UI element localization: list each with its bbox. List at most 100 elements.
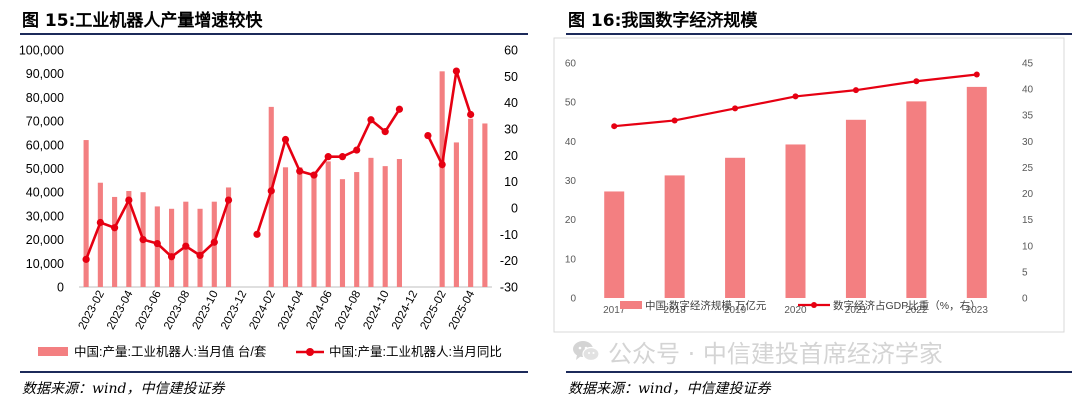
bar-production xyxy=(225,187,232,287)
point-yoy-growth xyxy=(167,253,176,261)
y-right-tick-label: 35 xyxy=(1022,111,1034,122)
y-right-tick-label: 25 xyxy=(1022,163,1034,174)
bar-production xyxy=(439,71,445,287)
y-left-tick-label: 60 xyxy=(565,59,577,70)
robot-production-chart: 0 10,000 20,000 30,000 40,000 50,000 60,000 70,… xyxy=(19,44,518,360)
point-yoy-growth xyxy=(281,135,290,144)
point-yoy-growth xyxy=(438,160,446,169)
x-tick-label: 2024-08 xyxy=(333,289,363,332)
x-tick-label: 2023-04 xyxy=(105,288,136,331)
point-yoy-growth xyxy=(381,128,389,136)
point-yoy-growth xyxy=(253,230,261,238)
y-right-tick-label: 40 xyxy=(504,96,518,110)
y-left-tick-label: 60,000 xyxy=(26,138,64,152)
x-tick-label: 2024-10 xyxy=(361,289,391,332)
bar-production xyxy=(382,166,388,287)
right-source-note: 数据来源：wind，中信建投证券 xyxy=(568,381,771,397)
bar-production xyxy=(325,161,331,287)
point-yoy-growth xyxy=(296,167,304,175)
point-yoy-growth xyxy=(125,196,133,204)
y-left-tick-label: 50 xyxy=(565,98,577,109)
y-left-tick-label: 90,000 xyxy=(26,67,64,81)
y-right-tick-label: 20 xyxy=(504,149,518,163)
point-yoy-growth xyxy=(224,196,233,204)
point-yoy-growth xyxy=(338,153,347,161)
right-title-rule xyxy=(566,33,1072,35)
y-right-tick-label: 10 xyxy=(504,175,518,189)
bar-digital-economy-scale xyxy=(604,191,625,298)
point-gdp-share xyxy=(671,117,678,124)
bar-production xyxy=(126,191,132,287)
y-right-tick-label: 15 xyxy=(1022,215,1034,226)
bar-production xyxy=(453,142,459,287)
y-right-tick-label: -30 xyxy=(500,281,518,295)
bar-production xyxy=(368,157,374,287)
y-right-tick-label: 60 xyxy=(504,44,518,58)
bar-production xyxy=(297,167,303,287)
legend-label-line: 中国:产量:工业机器人:当月同比 xyxy=(329,344,502,359)
point-yoy-growth xyxy=(452,67,460,75)
y-right-tick-label: -10 xyxy=(500,228,518,242)
bar-digital-economy-scale xyxy=(906,101,927,298)
y-right-tick-label: 30 xyxy=(504,123,518,137)
y-left-tick-label: 40,000 xyxy=(26,186,64,200)
x-tick-label: 2025-02 xyxy=(418,289,448,332)
point-yoy-growth xyxy=(196,251,204,259)
point-yoy-growth xyxy=(210,238,218,246)
right-chart-title: 图 16:我国数字经济规模 xyxy=(568,11,758,31)
point-yoy-growth xyxy=(353,146,361,154)
point-gdp-share xyxy=(973,71,980,78)
x-tick-label: 2023 xyxy=(966,305,989,316)
y-right-tick-label: 30 xyxy=(1022,137,1034,148)
y-left-tick-label: 70,000 xyxy=(26,115,64,129)
y-right-tick-label: -20 xyxy=(500,254,518,268)
y-left-tick-label: 100,000 xyxy=(19,44,64,58)
point-yoy-growth xyxy=(267,187,275,195)
point-yoy-growth xyxy=(424,131,432,140)
y-left-tick-label: 0 xyxy=(570,294,576,305)
chart-frame xyxy=(553,37,1065,333)
bar-digital-economy-scale xyxy=(664,175,685,298)
y-left-tick-label: 50,000 xyxy=(26,162,64,176)
wechat-icon xyxy=(573,341,600,362)
x-tick-label: 2024-12 xyxy=(390,289,420,332)
left-chart-title: 图 15:工业机器人产量增速较快 xyxy=(22,11,263,31)
bar-production xyxy=(83,140,89,287)
bar-production xyxy=(354,172,360,287)
y-left-tick-label: 10 xyxy=(565,254,577,265)
x-tick-label: 2023-10 xyxy=(191,289,221,332)
legend-swatch-dot xyxy=(811,302,817,308)
bar-digital-economy-scale xyxy=(845,119,866,299)
x-tick-label: 2018 xyxy=(664,305,687,316)
y-left-tick-label: 20 xyxy=(565,215,577,226)
legend-label-bar: 中国:产量:工业机器人:当月值 台/套 xyxy=(74,344,267,359)
bar-digital-economy-scale xyxy=(725,157,746,298)
right-panel: 图 16:我国数字经济规模 0 10 20 30 40 50 60 0 5 10 15 20 25 30… xyxy=(546,0,1080,402)
digital-economy-chart: 0 10 20 30 40 50 60 0 5 10 15 20 25 30 35 40 45 2017 201… xyxy=(553,37,1065,333)
bar-production xyxy=(282,167,289,287)
left-source-note: 数据来源：wind，中信建投证券 xyxy=(22,381,225,397)
point-yoy-growth xyxy=(367,116,375,124)
point-yoy-growth xyxy=(467,110,475,119)
point-yoy-growth xyxy=(324,153,332,161)
x-tick-label: 2025-04 xyxy=(447,288,478,331)
bar-production xyxy=(268,106,274,287)
point-yoy-growth xyxy=(182,242,190,250)
y-left-tick-label: 30,000 xyxy=(26,209,64,223)
left-panel: 图 15:工业机器人产量增速较快 0 10,000 20,000 30,000 40,0… xyxy=(0,0,536,402)
y-left-tick-label: 20,000 xyxy=(26,233,64,247)
bar-production xyxy=(339,179,346,287)
bar-digital-economy-scale xyxy=(785,144,806,298)
legend-label-line: 数字经济占GDP比重（%，右） xyxy=(833,299,981,312)
x-tick-label: 2020 xyxy=(784,305,807,316)
point-yoy-growth xyxy=(111,224,119,232)
legend-swatch-bar xyxy=(38,347,68,356)
legend-swatch-bar xyxy=(620,301,642,309)
legend-label-bar: 中国:数字经济规模 万亿元 xyxy=(645,299,767,312)
y-right-tick-label: 10 xyxy=(1022,241,1034,252)
x-tick-label: 2023-06 xyxy=(134,289,164,332)
watermark: 公众号 · 中信建投首席经济学家 xyxy=(572,334,943,368)
bar-production xyxy=(482,123,488,287)
y-right-tick-label: 20 xyxy=(1022,189,1034,200)
y-left-tick-label: 10,000 xyxy=(26,257,64,271)
